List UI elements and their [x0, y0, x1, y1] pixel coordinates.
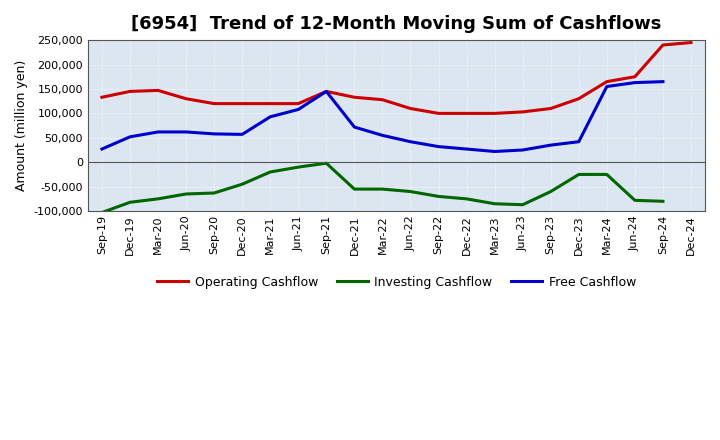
- Free Cashflow: [490, 149, 499, 154]
- Operating Cashflow: [350, 95, 359, 100]
- Operating Cashflow: [462, 111, 471, 116]
- Investing Cashflow: [350, 187, 359, 192]
- Investing Cashflow: [294, 165, 302, 170]
- Investing Cashflow: [631, 198, 639, 203]
- Operating Cashflow: [98, 95, 107, 100]
- Free Cashflow: [434, 144, 443, 149]
- Investing Cashflow: [322, 161, 330, 166]
- Operating Cashflow: [210, 101, 218, 106]
- Free Cashflow: [153, 129, 162, 135]
- Investing Cashflow: [181, 191, 190, 197]
- Investing Cashflow: [546, 189, 555, 194]
- Free Cashflow: [603, 84, 611, 89]
- Investing Cashflow: [210, 191, 218, 196]
- Operating Cashflow: [603, 79, 611, 84]
- Investing Cashflow: [126, 200, 135, 205]
- Operating Cashflow: [181, 96, 190, 101]
- Investing Cashflow: [462, 196, 471, 202]
- Free Cashflow: [266, 114, 274, 119]
- Operating Cashflow: [406, 106, 415, 111]
- Operating Cashflow: [153, 88, 162, 93]
- Operating Cashflow: [266, 101, 274, 106]
- Line: Investing Cashflow: Investing Cashflow: [102, 163, 663, 213]
- Investing Cashflow: [434, 194, 443, 199]
- Investing Cashflow: [406, 189, 415, 194]
- Free Cashflow: [631, 80, 639, 85]
- Free Cashflow: [181, 129, 190, 135]
- Investing Cashflow: [575, 172, 583, 177]
- Operating Cashflow: [631, 74, 639, 79]
- Free Cashflow: [350, 125, 359, 130]
- Operating Cashflow: [687, 40, 696, 45]
- Free Cashflow: [659, 79, 667, 84]
- Free Cashflow: [210, 131, 218, 136]
- Investing Cashflow: [238, 182, 246, 187]
- Free Cashflow: [322, 89, 330, 94]
- Operating Cashflow: [546, 106, 555, 111]
- Investing Cashflow: [603, 172, 611, 177]
- Operating Cashflow: [490, 111, 499, 116]
- Free Cashflow: [462, 147, 471, 152]
- Y-axis label: Amount (million yen): Amount (million yen): [15, 60, 28, 191]
- Line: Operating Cashflow: Operating Cashflow: [102, 43, 691, 114]
- Investing Cashflow: [518, 202, 527, 207]
- Title: [6954]  Trend of 12-Month Moving Sum of Cashflows: [6954] Trend of 12-Month Moving Sum of C…: [131, 15, 662, 33]
- Free Cashflow: [546, 143, 555, 148]
- Investing Cashflow: [659, 199, 667, 204]
- Investing Cashflow: [98, 210, 107, 215]
- Operating Cashflow: [518, 109, 527, 114]
- Operating Cashflow: [294, 101, 302, 106]
- Investing Cashflow: [153, 196, 162, 202]
- Operating Cashflow: [575, 96, 583, 101]
- Free Cashflow: [575, 139, 583, 144]
- Operating Cashflow: [434, 111, 443, 116]
- Investing Cashflow: [266, 169, 274, 175]
- Operating Cashflow: [322, 89, 330, 94]
- Free Cashflow: [126, 134, 135, 139]
- Free Cashflow: [406, 139, 415, 144]
- Free Cashflow: [518, 147, 527, 153]
- Operating Cashflow: [126, 89, 135, 94]
- Line: Free Cashflow: Free Cashflow: [102, 82, 663, 151]
- Investing Cashflow: [378, 187, 387, 192]
- Legend: Operating Cashflow, Investing Cashflow, Free Cashflow: Operating Cashflow, Investing Cashflow, …: [152, 271, 641, 294]
- Free Cashflow: [98, 147, 107, 152]
- Free Cashflow: [378, 133, 387, 138]
- Operating Cashflow: [378, 97, 387, 103]
- Free Cashflow: [294, 107, 302, 112]
- Operating Cashflow: [659, 42, 667, 48]
- Free Cashflow: [238, 132, 246, 137]
- Operating Cashflow: [238, 101, 246, 106]
- Investing Cashflow: [490, 201, 499, 206]
